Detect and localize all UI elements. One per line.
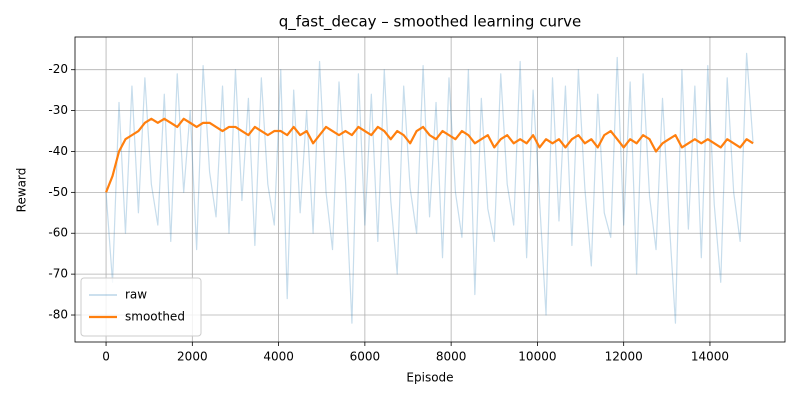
plot-frame	[74, 36, 786, 343]
line-series	[105, 117, 754, 193]
y-tick-label: -50	[48, 185, 68, 199]
y-tick-label: -60	[48, 226, 68, 240]
x-tick-label: 2000	[177, 350, 208, 364]
y-tick-label: -70	[48, 267, 68, 281]
y-tick-label: -80	[48, 308, 68, 322]
legend-label: smoothed	[125, 310, 185, 324]
legend-label: raw	[125, 288, 147, 302]
legend-box	[80, 277, 202, 337]
line-series	[105, 52, 754, 324]
x-tick-label: 10000	[518, 350, 556, 364]
x-tick-label: 0	[102, 350, 110, 364]
y-tick-label: -40	[48, 144, 68, 158]
y-tick-label: -30	[48, 103, 68, 117]
x-axis-label: Episode	[406, 371, 453, 385]
x-tick-label: 12000	[605, 350, 643, 364]
x-tick-label: 8000	[436, 350, 467, 364]
chart-title: q_fast_decay – smoothed learning curve	[279, 13, 581, 32]
x-tick-label: 4000	[263, 350, 294, 364]
x-tick-label: 14000	[691, 350, 729, 364]
y-tick-label: -20	[48, 62, 68, 76]
x-tick-label: 6000	[350, 350, 381, 364]
y-axis-label: Reward	[15, 168, 29, 213]
